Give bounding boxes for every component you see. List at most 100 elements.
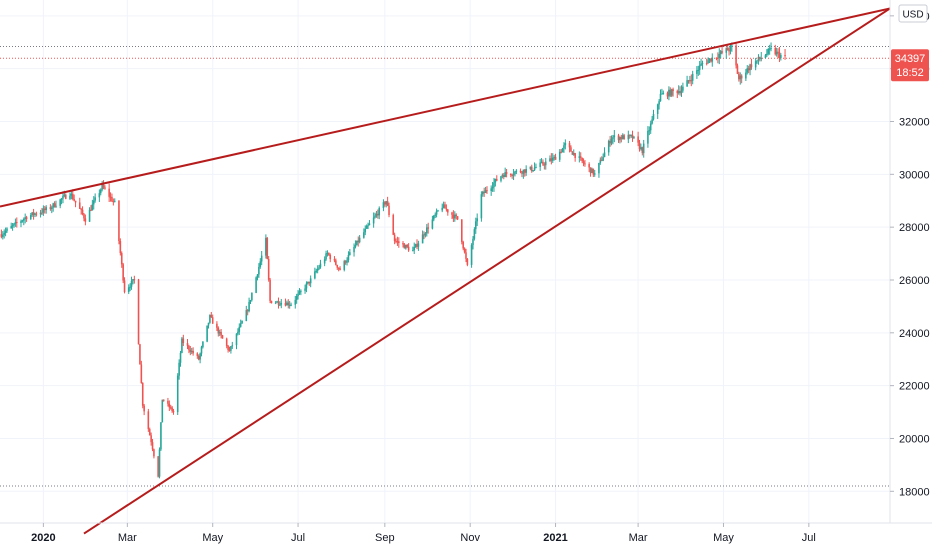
candle-body [98, 193, 101, 198]
candle [102, 180, 105, 190]
candle-body [719, 51, 722, 55]
candle [216, 321, 218, 331]
candle [325, 250, 327, 261]
candle [656, 103, 659, 119]
candle-body [672, 89, 674, 91]
candle [472, 236, 474, 250]
candle [140, 360, 143, 384]
upper-trendline[interactable] [0, 7, 891, 208]
candle [55, 200, 57, 208]
candle [24, 213, 26, 224]
candle-body [535, 166, 537, 168]
candle [504, 167, 506, 178]
candle [746, 65, 749, 75]
candle-body [544, 161, 547, 166]
candle [326, 250, 329, 257]
candle-body [451, 212, 453, 215]
candle-body [344, 261, 347, 263]
candle-body [491, 187, 494, 189]
candle-body [550, 158, 553, 161]
candle-body [333, 259, 336, 261]
candle-body [160, 422, 162, 450]
candle [745, 69, 747, 81]
candle-body [91, 204, 94, 211]
candle [249, 299, 252, 305]
candle [610, 135, 613, 146]
lower-trendline[interactable] [83, 7, 891, 535]
candle-body [701, 63, 704, 65]
y-tick-label: 22000 [899, 381, 930, 393]
candle-body [633, 136, 635, 139]
candle [241, 320, 243, 324]
candle [427, 222, 430, 234]
candle [568, 140, 571, 153]
candle-body [119, 241, 122, 254]
candle [589, 167, 592, 177]
candle [658, 99, 660, 110]
candle [337, 267, 340, 272]
candle-body [514, 171, 516, 175]
candle-body [241, 320, 243, 324]
x-tick-label: Sep [375, 532, 395, 544]
candle [108, 183, 110, 203]
candle [308, 281, 311, 286]
candle [613, 129, 616, 143]
candle [617, 133, 620, 143]
candle-body [335, 260, 337, 265]
candle [612, 134, 614, 145]
candle-body [218, 331, 221, 334]
candle [388, 202, 390, 218]
candle-body [659, 93, 662, 102]
candle [25, 215, 28, 222]
candle-body [522, 169, 525, 174]
candle-body [161, 399, 164, 423]
candle [570, 145, 572, 152]
candle-body [81, 209, 84, 215]
candle-body [427, 227, 430, 229]
candle-body [470, 245, 473, 265]
candle [4, 227, 7, 237]
candle [50, 205, 53, 214]
candle [21, 219, 24, 223]
trendlines[interactable] [0, 7, 891, 535]
candle [266, 237, 269, 260]
candle [181, 337, 183, 354]
candle [269, 277, 271, 304]
candle [417, 240, 420, 251]
candle-body [153, 449, 155, 457]
candle-body [62, 195, 64, 199]
candle-body [642, 143, 645, 154]
candle [196, 352, 199, 359]
candle-body [739, 75, 742, 80]
candle [697, 65, 700, 76]
currency-label[interactable]: USD [898, 4, 928, 23]
candle [274, 301, 277, 305]
candle-body [308, 281, 311, 284]
candle [466, 257, 469, 267]
candle [162, 399, 165, 402]
candle [433, 214, 435, 222]
horizontal-levels [0, 45, 890, 487]
candle [666, 91, 669, 100]
candle [437, 209, 439, 212]
candle [91, 199, 94, 211]
candle-body [574, 153, 576, 158]
candle-body [561, 148, 564, 153]
candle-body [403, 244, 406, 249]
candle-body [568, 143, 571, 148]
candle [94, 193, 96, 203]
candle-body [718, 54, 721, 59]
candle [434, 212, 437, 219]
candle-body [754, 61, 757, 68]
candle [718, 48, 721, 65]
candle-body [747, 68, 750, 71]
time-axis[interactable]: 2020 Mar May Jul Sep Nov 2021 Mar May Jul [31, 523, 816, 544]
candle [220, 328, 222, 339]
candle-body [32, 212, 35, 215]
candle [553, 154, 555, 161]
candle-body [738, 73, 740, 80]
candle-body [239, 323, 242, 327]
candle [298, 288, 301, 295]
x-tick-label: May [202, 532, 223, 544]
